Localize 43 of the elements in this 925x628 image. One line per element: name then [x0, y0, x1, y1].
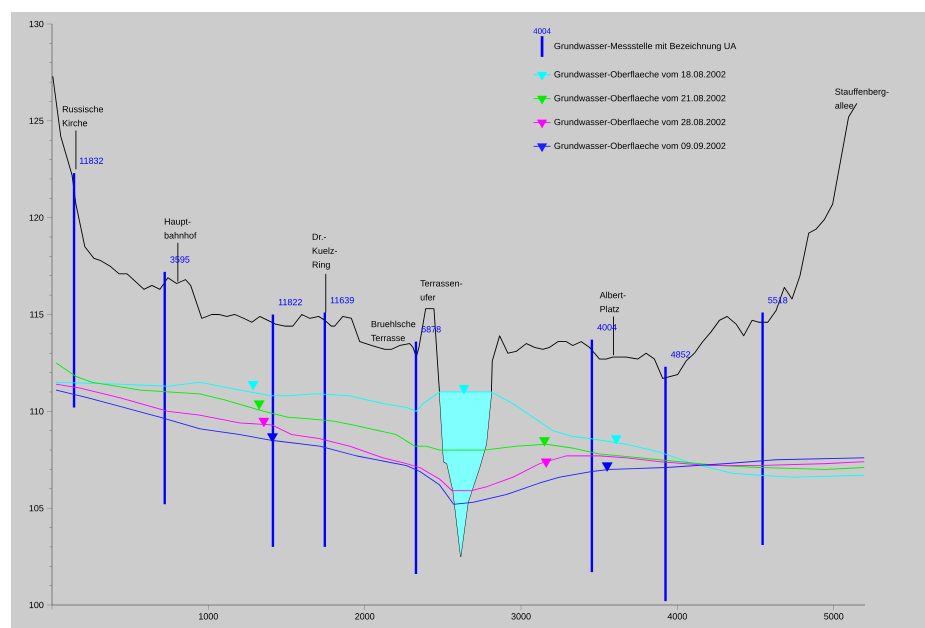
legend-label: Grundwasser-Oberflaeche vom 21.08.2002	[554, 94, 726, 102]
point	[458, 384, 470, 394]
point	[254, 400, 265, 410]
bar	[164, 272, 166, 504]
bar	[761, 312, 764, 545]
point	[539, 437, 550, 447]
y-tick-label: 125	[30, 118, 44, 124]
point	[248, 381, 258, 390]
annotation: Terrassen-ufer	[420, 280, 462, 300]
line-series	[56, 362, 865, 470]
x-tick-label: 5000	[824, 613, 844, 620]
y-tick-label: 100	[30, 602, 44, 608]
y-tick-label: 120	[30, 214, 44, 221]
x-tick-label: 2000	[355, 613, 374, 620]
line-series	[56, 390, 865, 505]
y-tick-label: 110	[30, 408, 44, 415]
annotation: Stauffenberg-allee	[835, 88, 889, 109]
annotation: 4852	[670, 351, 690, 358]
annotation: 11822	[278, 298, 302, 306]
point	[610, 435, 622, 445]
x-tick-label: 3000	[511, 613, 531, 620]
point	[267, 433, 278, 443]
annotation: Russische Kirche	[62, 106, 104, 126]
point	[540, 458, 552, 468]
legend-label: Grundwasser-Oberflaeche vom 28.08.2002	[554, 118, 726, 126]
legend-label: Grundwasser-Messstelle mit Bezeichnung UA	[554, 42, 736, 51]
point	[258, 418, 270, 428]
bar	[324, 312, 326, 547]
point	[602, 462, 613, 472]
y-tick-label: 115	[30, 311, 44, 318]
annotation: Albert-Platz	[600, 292, 626, 312]
annotation: Dr.-Kuelz-Ring	[312, 234, 337, 270]
annotation: 11832	[80, 158, 104, 164]
legend-label: Grundwasser-Oberflaeche vom 18.08.2002	[554, 70, 726, 78]
annotation: Haupt-bahnhof	[164, 218, 196, 239]
y-tick-label: 130	[30, 20, 44, 28]
annotation: Bruehlsche Terrasse	[371, 320, 416, 342]
x-tick-label: 1000	[199, 613, 218, 620]
y-tick-label: 105	[30, 504, 44, 512]
annotation: 11639	[330, 297, 354, 304]
bar	[590, 340, 594, 572]
legend-label: Grundwasser-Oberflaeche vom 09.09.2002	[554, 142, 726, 150]
x-tick-label: 4000	[668, 613, 688, 620]
